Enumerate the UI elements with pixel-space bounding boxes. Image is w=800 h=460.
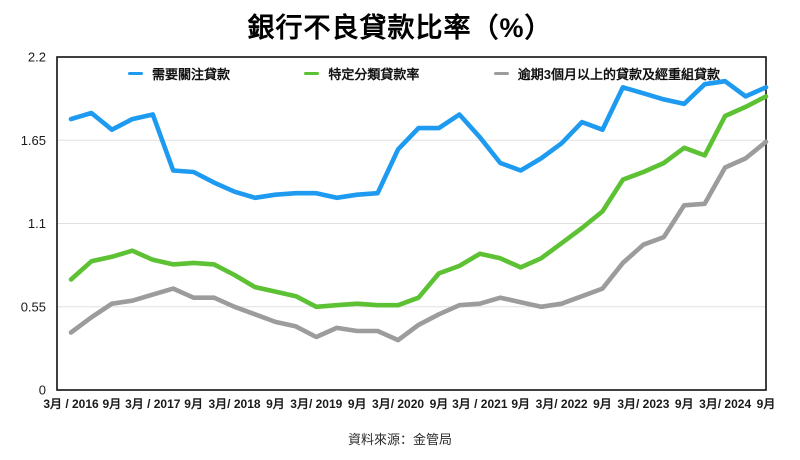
overdue-3m-rescheduled-loans-line	[68, 139, 769, 343]
legend-label: 逾期3個月以上的貸款及經重組貸款	[517, 67, 720, 82]
x-axis-tick-label: 3月/ 2019	[290, 397, 342, 411]
y-axis-tick-label: 2.2	[28, 50, 46, 65]
x-axis-tick-label: 3月/ 2022	[536, 397, 588, 411]
x-axis-tick-label: 9月	[430, 397, 449, 411]
legend-swatch-gray-icon	[493, 71, 509, 76]
legend-swatch-blue-icon	[128, 71, 143, 76]
legend-swatch-green-icon	[304, 71, 320, 76]
x-axis-tick-label: 9月	[103, 397, 122, 411]
x-axis-tick-label: 3月/ 2023	[617, 397, 669, 411]
x-axis-tick-label: 3月/ 2018	[209, 397, 261, 411]
y-axis-tick-label: 1.65	[21, 133, 46, 148]
y-axis-tick-label: 1.1	[28, 216, 46, 231]
y-axis-tick-label: 0.55	[21, 299, 46, 314]
x-axis-tick-label: 9月	[675, 397, 694, 411]
x-axis-tick-label: 3月/ 2020	[372, 397, 424, 411]
x-axis-tick-label: 9月	[184, 397, 203, 411]
chart-legend: 需要關注貸款 特定分類貸款率 逾期3個月以上的貸款及經重組貸款	[128, 64, 720, 83]
source-note: 資料來源：金管局	[347, 432, 452, 447]
plot-frame	[56, 56, 767, 391]
chart-title: 銀行不良貸款比率（%）	[247, 13, 553, 43]
x-axis-tick-label: 3月 / 2017	[125, 397, 181, 411]
x-axis-tick-label: 9月	[348, 397, 367, 411]
x-axis-tick-label: 3月/ 2024	[699, 397, 751, 411]
classified-loans-line	[68, 94, 769, 310]
legend-label: 特定分類貸款率	[328, 67, 420, 82]
x-axis-tick-label: 3月 / 2021	[452, 397, 508, 411]
legend-item-special-mention-loans: 需要關注貸款	[128, 64, 230, 83]
x-axis-tick-label: 3月 / 2016	[43, 397, 99, 411]
x-axis-tick-label: 9月	[266, 397, 285, 411]
legend-item-classified-loans: 特定分類貸款率	[304, 64, 419, 83]
x-axis-tick-label: 9月	[511, 397, 530, 411]
legend-label: 需要關注貸款	[152, 67, 231, 82]
special-mention-loans-line	[68, 78, 769, 201]
x-axis-tick-label: 9月	[757, 397, 776, 411]
x-axis-tick-label: 9月	[593, 397, 612, 411]
legend-item-overdue-rescheduled-loans: 逾期3個月以上的貸款及經重組貸款	[493, 64, 720, 83]
y-axis-tick-label: 0	[39, 383, 46, 398]
